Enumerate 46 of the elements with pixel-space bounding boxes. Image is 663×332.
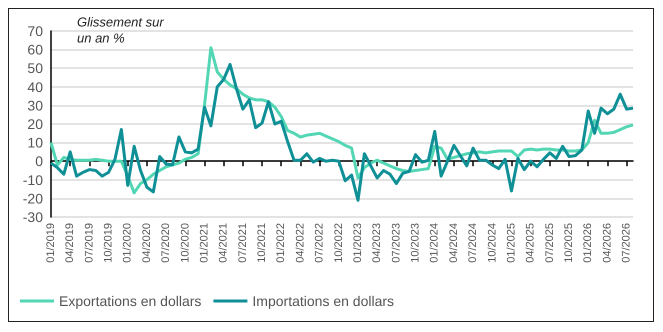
x-tick-label: 04/2023 <box>371 223 384 263</box>
x-tick-label: 04/2019 <box>64 223 76 263</box>
line-series <box>50 62 634 202</box>
x-tick-label: 07/2019 <box>83 223 96 263</box>
x-tick-label: 10/2022 <box>332 223 345 263</box>
y-tick-label: 20 <box>27 116 44 132</box>
x-tick-label: 01/2026 <box>582 223 594 263</box>
x-tick-label: 10/2021 <box>256 223 268 263</box>
x-tick-label: 07/2020 <box>160 223 172 263</box>
x-tick-label: 07/2023 <box>390 223 402 263</box>
x-tick-label: 07/2025 <box>544 223 556 263</box>
x-tick-label: 01/2024 <box>428 223 441 263</box>
x-tick-label: 10/2019 <box>102 223 115 263</box>
x-tick-label: 01/2019 <box>45 223 57 263</box>
y-tick-label: 70 <box>27 23 44 39</box>
y-tick-label: 10 <box>27 134 44 151</box>
y-tick-label: -20 <box>22 190 44 206</box>
x-tick-label: 01/2021 <box>198 223 210 263</box>
y-tick-label: 40 <box>27 78 44 95</box>
x-tick-label: 04/2021 <box>218 223 230 263</box>
x-tick-label: 07/2021 <box>236 223 249 263</box>
y-tick-label: 60 <box>27 42 44 58</box>
x-tick-label: 01/2022 <box>275 223 288 263</box>
x-tick-label: 07/2022 <box>314 223 326 263</box>
legend-label: Exportations en dollars <box>59 293 202 309</box>
x-tick-label: 04/2025 <box>524 223 537 263</box>
x-tick-label: 10/2025 <box>563 223 576 263</box>
y-tick-label: -10 <box>22 172 44 188</box>
x-tick-label: 10/2020 <box>179 223 192 263</box>
x-tick-label: 04/2020 <box>140 223 153 263</box>
x-tick-label: 07/2026 <box>620 223 633 263</box>
x-tick-label: 01/2025 <box>505 223 518 263</box>
y-axis-title: Glissement sur un an % <box>77 14 168 46</box>
y-tick-label: 50 <box>27 60 44 76</box>
x-tick-label: 04/2022 <box>294 223 306 263</box>
legend-label: Importations en dollars <box>252 293 394 309</box>
x-tick-label: 10/2024 <box>486 223 498 263</box>
x-tick-label: 10/2023 <box>410 223 422 263</box>
x-tick-label: 01/2023 <box>352 223 364 263</box>
x-tick-label: 07/2024 <box>467 223 480 263</box>
y-tick-label: 0 <box>35 153 44 170</box>
y-tick-label: 30 <box>27 97 44 114</box>
y-tick-label: -30 <box>22 209 44 225</box>
x-tick-label: 01/2020 <box>122 223 134 263</box>
x-tick-label: 04/2026 <box>601 223 614 263</box>
x-tick-label: 04/2024 <box>448 223 460 263</box>
